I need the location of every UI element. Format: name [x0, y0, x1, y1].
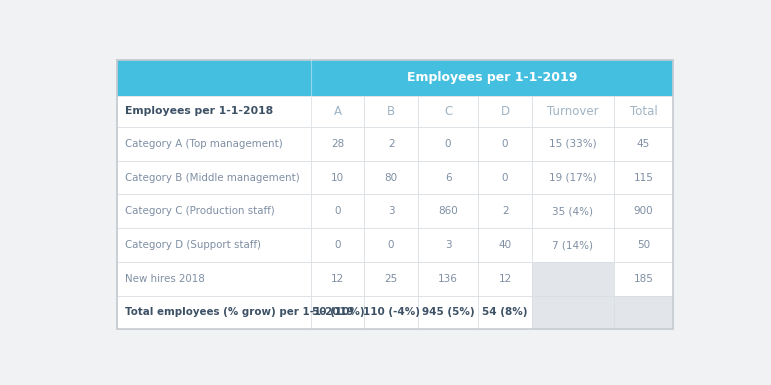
Bar — [614, 127, 673, 161]
Text: 0: 0 — [388, 240, 394, 250]
Bar — [532, 296, 614, 329]
Text: A: A — [334, 105, 342, 118]
Text: 19 (17%): 19 (17%) — [549, 172, 597, 182]
Text: 25: 25 — [385, 274, 398, 284]
Text: C: C — [444, 105, 453, 118]
Bar — [418, 296, 479, 329]
Bar — [479, 296, 532, 329]
Text: 50: 50 — [637, 240, 650, 250]
Bar — [117, 127, 311, 161]
Bar — [418, 194, 479, 228]
Text: Category A (Top management): Category A (Top management) — [125, 139, 283, 149]
Bar — [365, 228, 418, 262]
Bar — [614, 228, 673, 262]
Bar — [418, 127, 479, 161]
Text: 185: 185 — [634, 274, 653, 284]
Bar — [532, 127, 614, 161]
Bar — [532, 194, 614, 228]
Bar — [532, 161, 614, 194]
Text: 2: 2 — [388, 139, 395, 149]
Bar — [418, 161, 479, 194]
Bar — [418, 262, 479, 296]
Text: Total employees (% grow) per 1-1-2019: Total employees (% grow) per 1-1-2019 — [125, 308, 354, 318]
Bar — [311, 228, 365, 262]
Bar — [117, 60, 673, 96]
Bar — [532, 262, 614, 296]
Text: 900: 900 — [634, 206, 653, 216]
Bar — [614, 161, 673, 194]
Bar — [311, 296, 365, 329]
Text: Total: Total — [630, 105, 658, 118]
Text: 45: 45 — [637, 139, 650, 149]
Text: 15 (33%): 15 (33%) — [549, 139, 597, 149]
Bar — [479, 228, 532, 262]
Bar — [311, 96, 365, 127]
Bar — [365, 194, 418, 228]
Text: 28: 28 — [332, 139, 345, 149]
Bar — [479, 194, 532, 228]
Bar — [365, 96, 418, 127]
Bar — [532, 96, 614, 127]
Text: 2: 2 — [502, 206, 508, 216]
Bar — [311, 161, 365, 194]
Bar — [311, 194, 365, 228]
Text: 0: 0 — [335, 206, 341, 216]
Bar — [614, 296, 673, 329]
Text: 860: 860 — [438, 206, 458, 216]
Bar — [479, 127, 532, 161]
Text: 35 (4%): 35 (4%) — [552, 206, 594, 216]
Bar — [365, 262, 418, 296]
Text: 12: 12 — [499, 274, 512, 284]
Bar — [479, 161, 532, 194]
Text: 0: 0 — [502, 139, 508, 149]
Bar — [365, 161, 418, 194]
Text: Employees per 1-1-2018: Employees per 1-1-2018 — [125, 107, 273, 117]
Text: Category C (Production staff): Category C (Production staff) — [125, 206, 274, 216]
Bar — [117, 161, 311, 194]
Text: 6: 6 — [445, 172, 451, 182]
Text: 80: 80 — [385, 172, 398, 182]
Bar — [532, 228, 614, 262]
Text: 40: 40 — [499, 240, 512, 250]
Bar — [479, 96, 532, 127]
Bar — [614, 96, 673, 127]
Text: 50 (10%): 50 (10%) — [311, 308, 364, 318]
Bar — [418, 96, 479, 127]
Text: Category B (Middle management): Category B (Middle management) — [125, 172, 300, 182]
Text: D: D — [500, 105, 510, 118]
Text: 115: 115 — [634, 172, 653, 182]
Text: 7 (14%): 7 (14%) — [552, 240, 594, 250]
Text: 3: 3 — [445, 240, 451, 250]
Bar — [614, 194, 673, 228]
Text: B: B — [387, 105, 396, 118]
Bar — [117, 262, 311, 296]
Text: Turnover: Turnover — [547, 105, 598, 118]
Text: Employees per 1-1-2019: Employees per 1-1-2019 — [407, 71, 577, 84]
Text: 0: 0 — [502, 172, 508, 182]
Text: 945 (5%): 945 (5%) — [422, 308, 474, 318]
Text: 136: 136 — [438, 274, 458, 284]
Text: 10: 10 — [332, 172, 345, 182]
Bar — [117, 194, 311, 228]
Bar — [117, 228, 311, 262]
Bar — [365, 296, 418, 329]
Bar — [614, 262, 673, 296]
Bar — [365, 127, 418, 161]
Text: Category D (Support staff): Category D (Support staff) — [125, 240, 261, 250]
Text: 54 (8%): 54 (8%) — [483, 308, 528, 318]
Text: 3: 3 — [388, 206, 395, 216]
Bar — [311, 127, 365, 161]
Bar — [117, 96, 673, 127]
Text: 110 (-4%): 110 (-4%) — [362, 308, 419, 318]
Text: New hires 2018: New hires 2018 — [125, 274, 205, 284]
Text: 0: 0 — [335, 240, 341, 250]
Bar — [418, 228, 479, 262]
Bar — [117, 296, 311, 329]
Bar — [479, 262, 532, 296]
Bar — [311, 262, 365, 296]
Text: 0: 0 — [445, 139, 451, 149]
Text: 12: 12 — [332, 274, 345, 284]
